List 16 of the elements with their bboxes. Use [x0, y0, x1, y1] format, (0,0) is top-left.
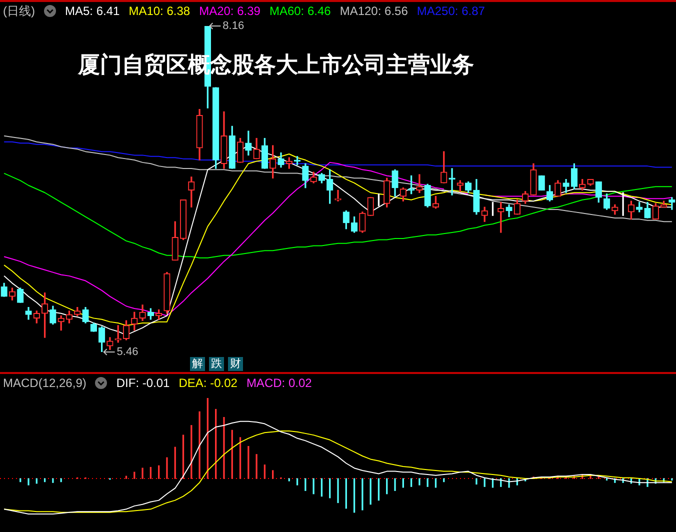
text: 财 — [228, 357, 243, 371]
text: 解 — [190, 357, 205, 371]
text: DEA: -0.02 — [178, 376, 238, 390]
text: MA20: 6.39 — [199, 4, 260, 18]
text: MA120: 6.56 — [340, 4, 408, 18]
text: 跌 — [209, 357, 224, 371]
annotation: 5.46 — [116, 346, 138, 358]
annotation: 8.16 — [222, 20, 244, 32]
text: MA60: 6.46 — [269, 4, 331, 18]
text: MA250: 6.87 — [416, 4, 485, 18]
text: MA5: 6.41 — [65, 4, 120, 18]
chart-title: MACD(12,26,9) — [3, 376, 86, 390]
text: DIF: -0.01 — [116, 376, 170, 390]
chart-title: (日线) — [3, 2, 35, 20]
text: MACD: 0.02 — [246, 376, 312, 390]
text: MA10: 6.38 — [128, 4, 190, 18]
